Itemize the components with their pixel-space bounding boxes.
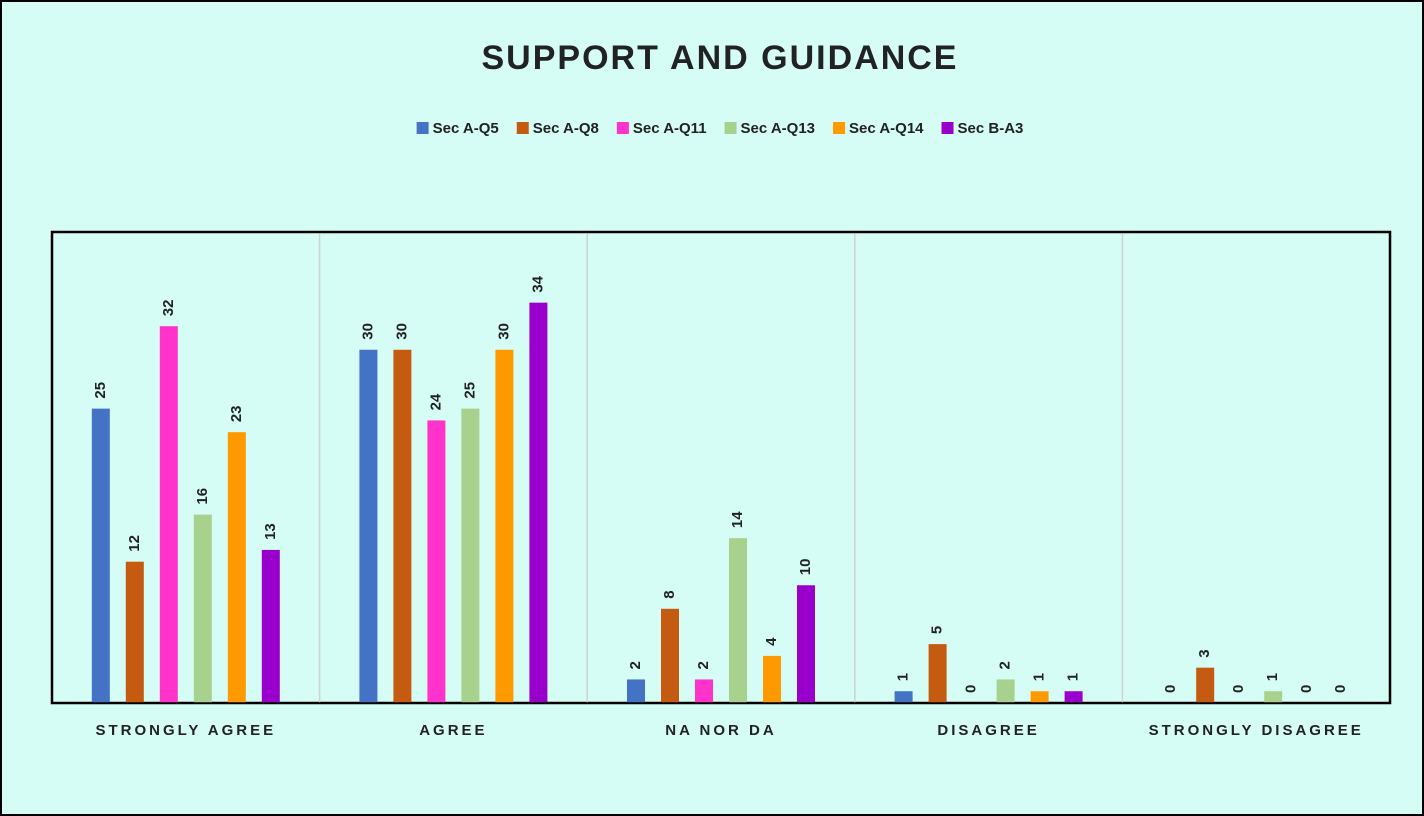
- bar: [1030, 691, 1049, 703]
- legend-label: Sec A-Q8: [533, 120, 599, 137]
- bar: [1196, 667, 1215, 703]
- bar: [261, 549, 280, 703]
- data-label: 25: [92, 382, 109, 399]
- x-tick-label: STRONGLY DISAGREE: [1149, 722, 1364, 739]
- data-label: 25: [461, 382, 478, 399]
- bar: [1264, 691, 1283, 703]
- data-label: 5: [929, 626, 946, 634]
- legend-label: Sec A-Q14: [849, 120, 924, 137]
- legend-swatch: [941, 122, 954, 134]
- bar: [91, 408, 110, 703]
- bar: [393, 349, 412, 703]
- legend-swatch: [616, 122, 629, 134]
- data-label: 1: [895, 673, 912, 681]
- bar: [894, 691, 913, 703]
- chart-title: SUPPORT AND GUIDANCE: [482, 39, 959, 77]
- data-label: 0: [1162, 685, 1179, 693]
- bar: [928, 644, 947, 703]
- bar: [763, 655, 781, 703]
- x-tick-label: NA NOR DA: [665, 722, 776, 739]
- data-label: 0: [1298, 685, 1315, 693]
- legend-label: Sec A-Q13: [741, 120, 815, 137]
- data-label: 30: [359, 323, 376, 340]
- plot-area: [50, 230, 1392, 705]
- data-label: 3: [1196, 649, 1213, 657]
- data-label: 2: [997, 661, 1014, 669]
- bar: [996, 679, 1015, 703]
- legend-swatch: [724, 122, 737, 134]
- bar: [729, 538, 747, 703]
- bar: [495, 349, 514, 703]
- bar: [661, 608, 679, 703]
- legend-swatch: [516, 122, 529, 134]
- data-label: 2: [695, 661, 712, 669]
- legend-swatch: [416, 122, 429, 134]
- legend-label: Sec A-Q5: [433, 120, 499, 137]
- data-label: 34: [529, 275, 546, 292]
- data-label: 1: [1031, 673, 1048, 681]
- data-label: 23: [228, 405, 245, 422]
- bar: [1064, 691, 1083, 703]
- bar: [227, 432, 246, 703]
- data-label: 32: [160, 300, 177, 317]
- bar: [695, 679, 713, 703]
- data-label: 1: [1065, 673, 1082, 681]
- bar: [159, 326, 178, 703]
- data-label: 4: [763, 637, 780, 646]
- data-label: 24: [427, 393, 444, 410]
- bar: [627, 679, 645, 703]
- bar: [359, 349, 378, 703]
- data-label: 2: [627, 661, 644, 669]
- data-label: 0: [1230, 685, 1247, 693]
- x-tick-label: STRONGLY AGREE: [95, 722, 276, 739]
- bar: [529, 302, 548, 703]
- data-label: 13: [262, 523, 279, 540]
- data-label: 30: [393, 323, 410, 340]
- data-label: 16: [194, 488, 211, 505]
- x-tick-label: DISAGREE: [937, 722, 1039, 739]
- legend-label: Sec B-A3: [958, 120, 1024, 137]
- data-label: 14: [729, 511, 746, 528]
- bar: [125, 561, 144, 703]
- legend-label: Sec A-Q11: [633, 120, 707, 137]
- legend-swatch: [833, 122, 846, 134]
- bar: [193, 514, 212, 703]
- data-label: 8: [661, 590, 678, 598]
- data-label: 12: [126, 535, 143, 552]
- bar: [797, 585, 815, 703]
- bar: [427, 420, 446, 703]
- x-tick-label: AGREE: [419, 722, 487, 739]
- data-label: 1: [1264, 673, 1281, 681]
- bar: [461, 408, 480, 703]
- legend: Sec A-Q5 Sec A-Q8 Sec A-Q11 Sec A-Q13 Sec A-…: [416, 120, 1024, 137]
- data-label: 30: [495, 323, 512, 340]
- data-label: 0: [1332, 685, 1349, 693]
- data-label: 0: [963, 685, 980, 693]
- data-label: 10: [797, 559, 814, 576]
